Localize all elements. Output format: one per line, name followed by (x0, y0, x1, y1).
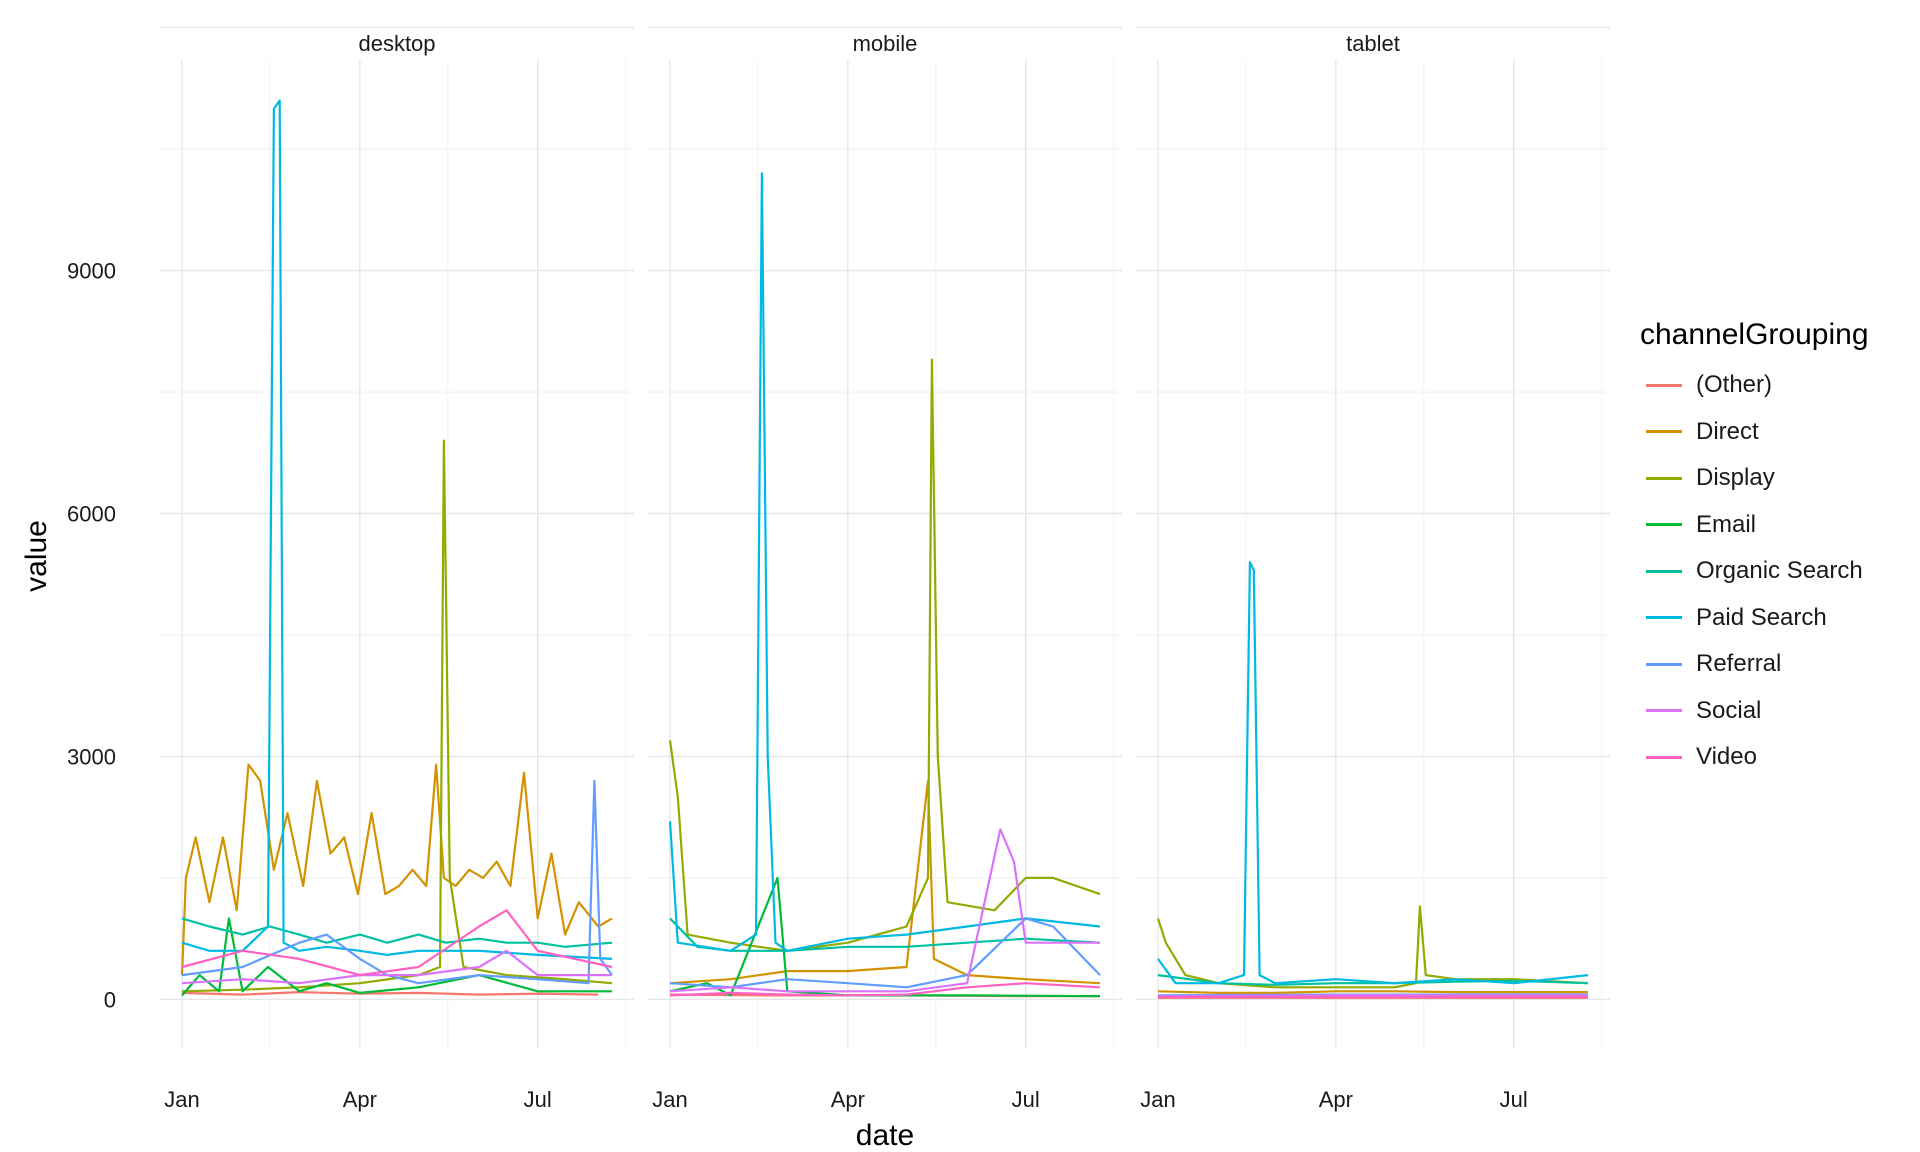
legend-label: Referral (1696, 650, 1782, 678)
facet-label-tablet: tablet (1346, 31, 1400, 56)
series-line-desktop-email (181, 917, 612, 997)
series-line-desktop-social (181, 949, 612, 985)
panel-mobile: mobile Jan Apr Jul (648, 26, 1122, 1112)
legend-key-swatch (1646, 383, 1682, 387)
x-tick-label: Jul (1500, 1087, 1528, 1112)
legend-item: Social (1640, 688, 1869, 735)
series-line-mobile-display (668, 358, 1101, 952)
legend-item: (Other) (1640, 362, 1869, 409)
x-tick-label: Jul (1012, 1087, 1040, 1112)
series-line-mobile-organic-search (669, 917, 1101, 952)
y-tick-label: 0 (104, 987, 116, 1012)
legend-label: (Other) (1696, 371, 1773, 399)
series-line-desktop-referral (181, 779, 613, 985)
series-line-tablet-direct (1157, 990, 1588, 994)
legend-item: Direct (1640, 409, 1869, 456)
legend-items: (Other) Direct Display Email Organic Search P… (1640, 362, 1869, 781)
x-tick-label: Apr (343, 1087, 377, 1112)
legend-item: Display (1640, 455, 1869, 502)
legend-label: Paid Search (1696, 603, 1827, 631)
series-line-mobile-social (669, 828, 1100, 993)
series-line-mobile-direct (669, 779, 1101, 985)
x-tick-label: Jul (524, 1087, 552, 1112)
legend-key-swatch (1646, 476, 1682, 480)
facet-label-desktop: desktop (358, 31, 435, 56)
series-line-desktop-direct (180, 763, 613, 976)
x-tick-label: Jan (652, 1087, 687, 1112)
legend-key-swatch (1646, 616, 1682, 620)
y-tick-label: 6000 (67, 502, 116, 527)
legend-item: Video (1640, 734, 1869, 781)
y-tick-label: 3000 (67, 744, 116, 769)
series-line-tablet-display (1156, 905, 1589, 989)
panel-desktop: desktop Jan Apr Jul (160, 26, 634, 1112)
legend-item: Referral (1640, 641, 1869, 688)
y-tick-label: 9000 (67, 259, 116, 284)
legend-title: channelGrouping (1640, 318, 1869, 351)
legend-key-swatch (1646, 662, 1682, 666)
legend-item: Paid Search (1640, 595, 1869, 642)
legend-key-swatch (1646, 755, 1682, 759)
x-axis-title: date (856, 1119, 914, 1152)
x-tick-label: Jan (1140, 1087, 1175, 1112)
legend-key-swatch (1646, 430, 1682, 434)
series-line-tablet-paid-search (1157, 561, 1589, 985)
series-line-desktop-video (181, 909, 613, 977)
legend-key-swatch (1646, 709, 1682, 713)
series-line-desktop-other (181, 991, 599, 996)
legend-label: Social (1696, 696, 1762, 724)
y-axis-title: value (20, 520, 53, 592)
x-tick-label: Jan (164, 1087, 199, 1112)
legend-label: Display (1696, 464, 1775, 492)
x-tick-label: Apr (1319, 1087, 1353, 1112)
panel-tablet: tablet Jan Apr Jul (1136, 26, 1610, 1112)
series-line-desktop-display (181, 439, 613, 993)
legend-key-swatch (1646, 569, 1682, 573)
series-line-tablet-organic-search (1157, 974, 1589, 986)
legend: channelGrouping (Other) Direct Display Emai… (1640, 318, 1869, 781)
series-line-mobile-video (669, 982, 1101, 997)
legend-label: Email (1696, 510, 1757, 538)
legend-label: Direct (1696, 417, 1759, 445)
legend-label: Video (1696, 743, 1757, 771)
series-line-desktop-organic-search (181, 917, 613, 948)
series-line-desktop-paid-search (181, 99, 613, 960)
x-tick-label: Apr (831, 1087, 865, 1112)
legend-key-swatch (1646, 523, 1682, 527)
series-line-mobile-referral (669, 917, 1101, 989)
facet-label-mobile: mobile (853, 31, 918, 56)
legend-item: Organic Search (1640, 548, 1869, 595)
legend-label: Organic Search (1696, 557, 1863, 585)
series-line-mobile-paid-search (668, 172, 1101, 952)
legend-item: Email (1640, 502, 1869, 549)
